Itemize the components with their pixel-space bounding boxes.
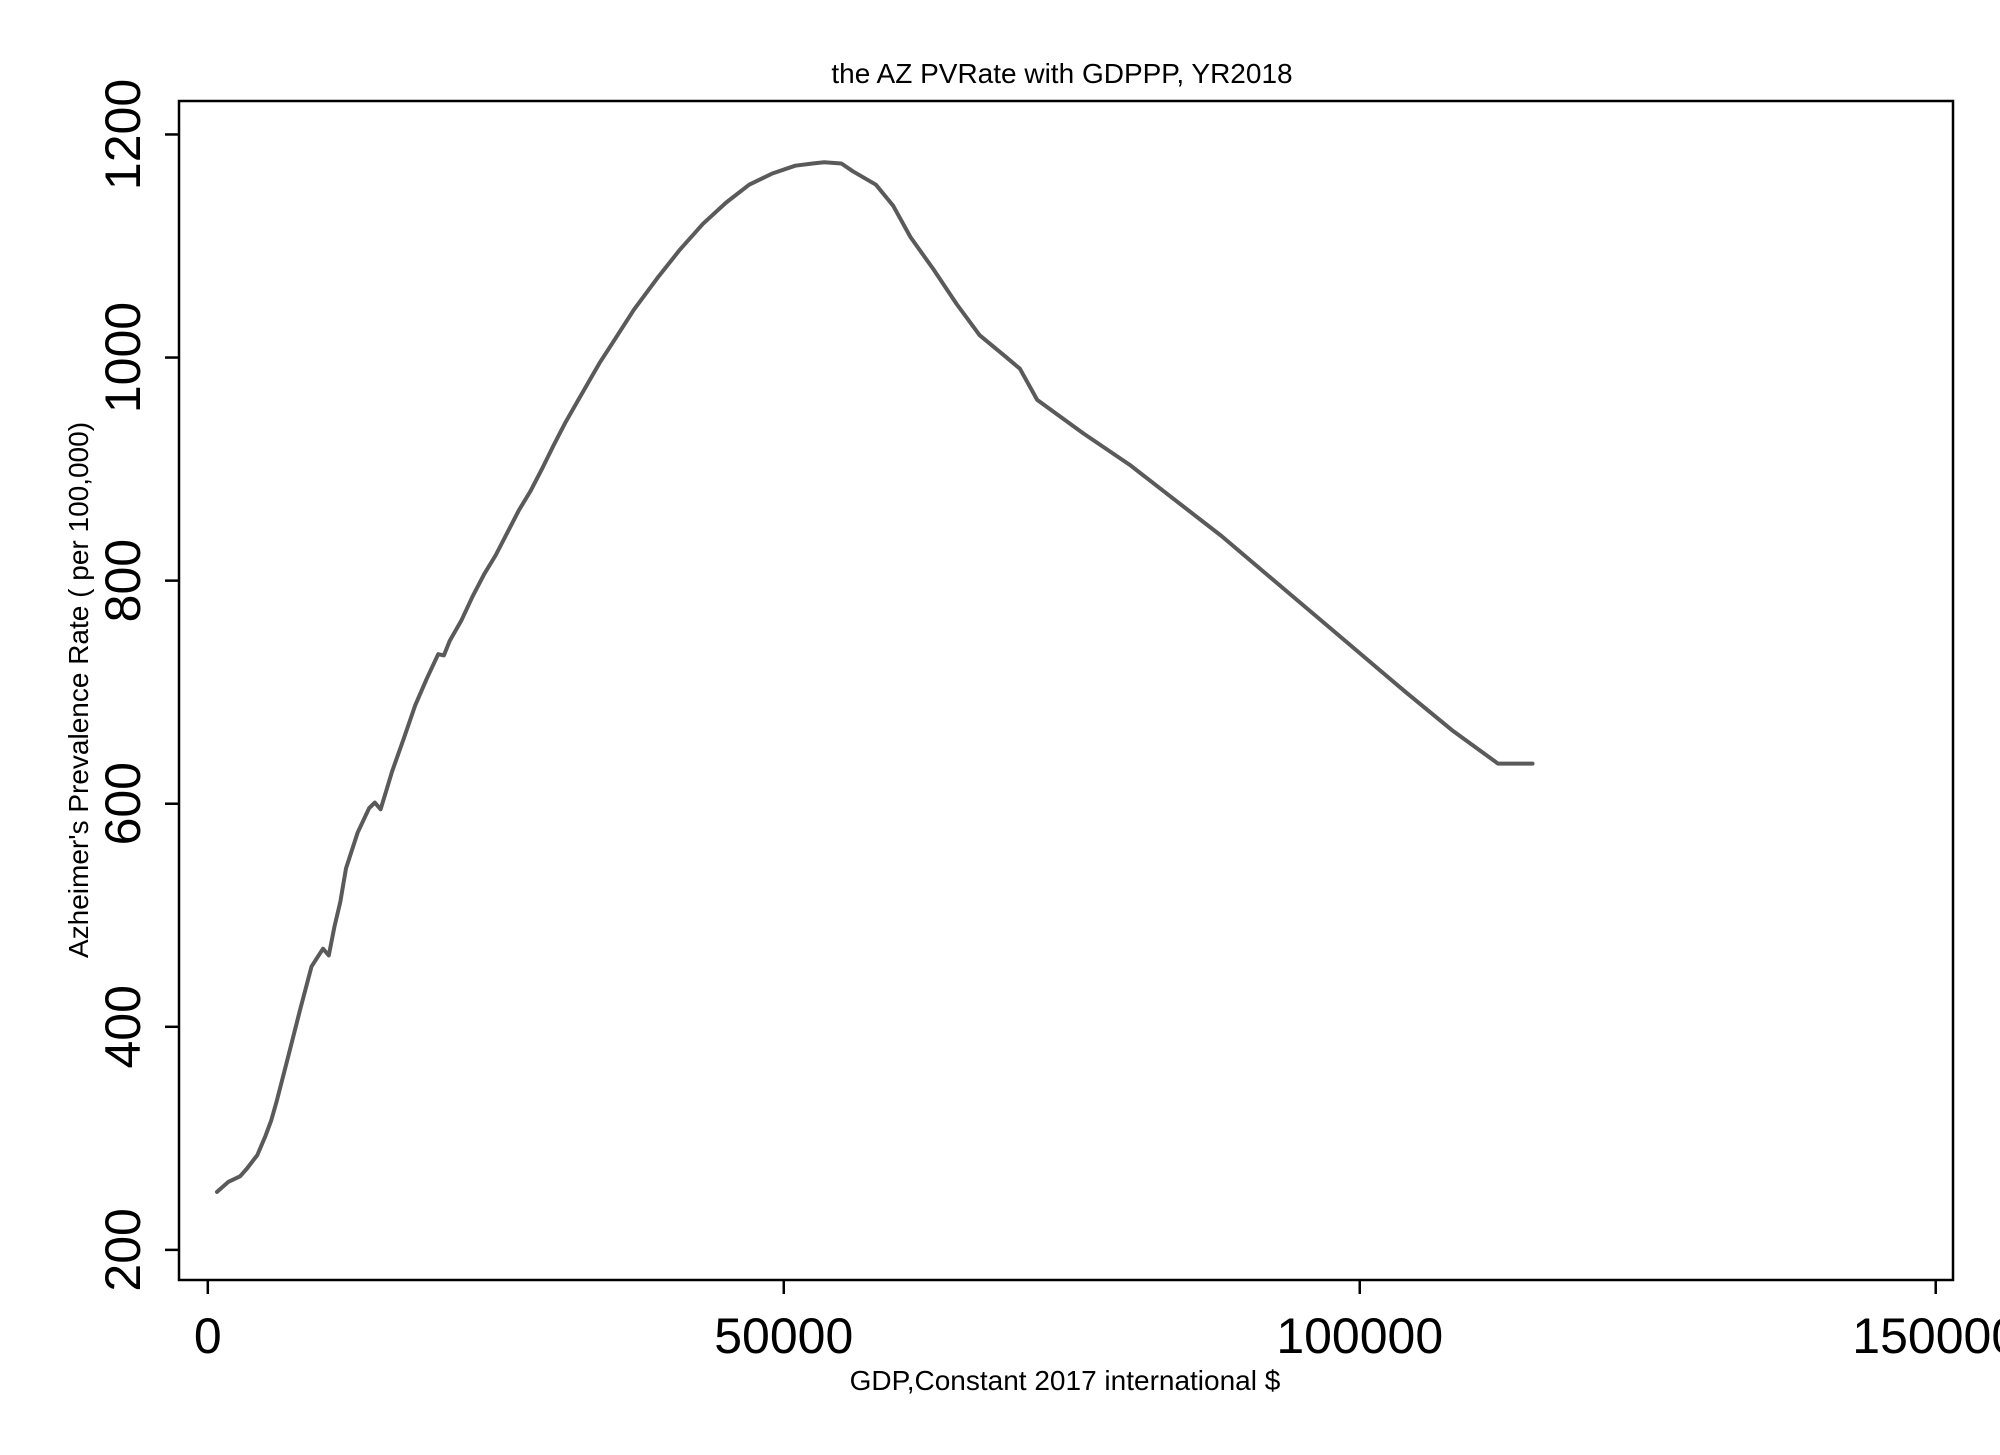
x-tick-label: 50000: [714, 1308, 853, 1364]
y-tick-label: 1000: [95, 302, 151, 413]
x-axis-label: GDP,Constant 2017 international $: [850, 1365, 1281, 1396]
x-tick-label: 0: [194, 1308, 222, 1364]
chart-title: the AZ PVRate with GDPPP, YR2018: [831, 58, 1292, 89]
plot-area-frame: [177, 99, 1955, 1282]
y-tick-label: 200: [95, 1208, 151, 1291]
y-tick-label: 800: [95, 539, 151, 622]
y-tick-label: 600: [95, 762, 151, 845]
series-line: [215, 160, 1535, 1194]
y-axis-label: Azheimer's Prevalence Rate ( per 100,000…: [63, 422, 94, 958]
x-axis: 0 50000 100000 150000: [194, 1280, 2000, 1364]
x-tick-label: 150000: [1852, 1308, 2000, 1364]
y-tick-label: 1200: [95, 79, 151, 190]
y-tick-label: 400: [95, 985, 151, 1068]
x-tick-label: 100000: [1276, 1308, 1443, 1364]
y-axis: 200 400 600 800 1000 1200: [95, 79, 179, 1292]
